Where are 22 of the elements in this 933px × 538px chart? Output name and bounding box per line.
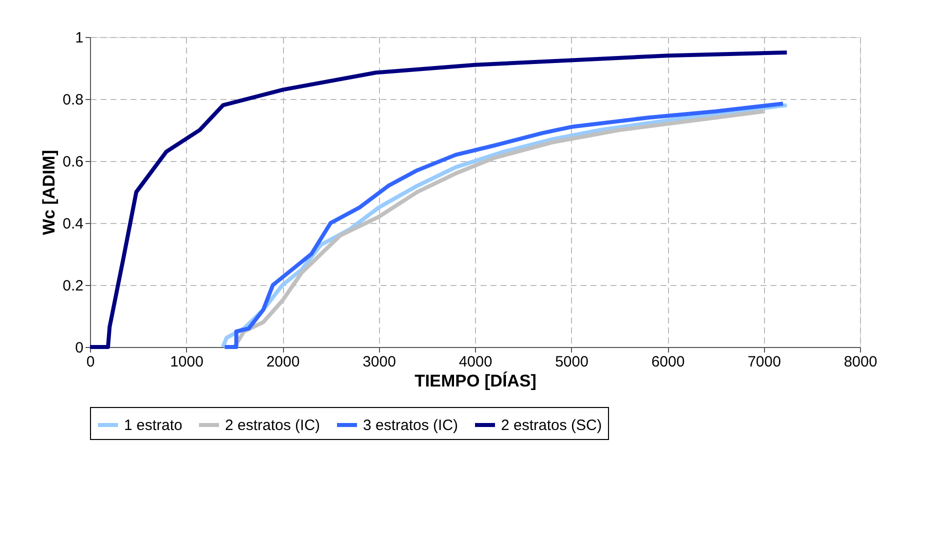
x-tick-label: 2000 — [266, 354, 300, 370]
legend-label: 2 estratos (IC) — [225, 417, 320, 434]
x-tick-label: 7000 — [748, 354, 781, 370]
y-tick-label: 0 — [75, 340, 84, 356]
line-series — [88, 50, 789, 349]
x-tick-label: 6000 — [651, 354, 685, 370]
y-tick-label: 1 — [75, 30, 84, 46]
x-tick-label: 1000 — [170, 354, 204, 370]
x-tick-label: 3000 — [362, 354, 396, 370]
x-tick-label: 4000 — [458, 354, 492, 370]
x-tick-label: 8000 — [844, 354, 878, 370]
x-axis-title: TIEMPO [DÍAS] — [414, 370, 536, 390]
x-tick-label: 5000 — [555, 354, 588, 370]
legend-label: 2 estratos (SC) — [501, 417, 602, 434]
y-tick-label: 0.2 — [62, 278, 84, 294]
legend-label: 3 estratos (IC) — [363, 417, 458, 434]
y-tick-label: 0.8 — [62, 92, 84, 108]
y-tick-label: 0.4 — [62, 216, 84, 232]
legend-label: 1 estrato — [124, 417, 182, 434]
y-tick-label: 0.6 — [62, 154, 84, 170]
x-tick-label: 0 — [86, 354, 95, 370]
y-axis-title: Wc [ADIM] — [40, 150, 59, 235]
